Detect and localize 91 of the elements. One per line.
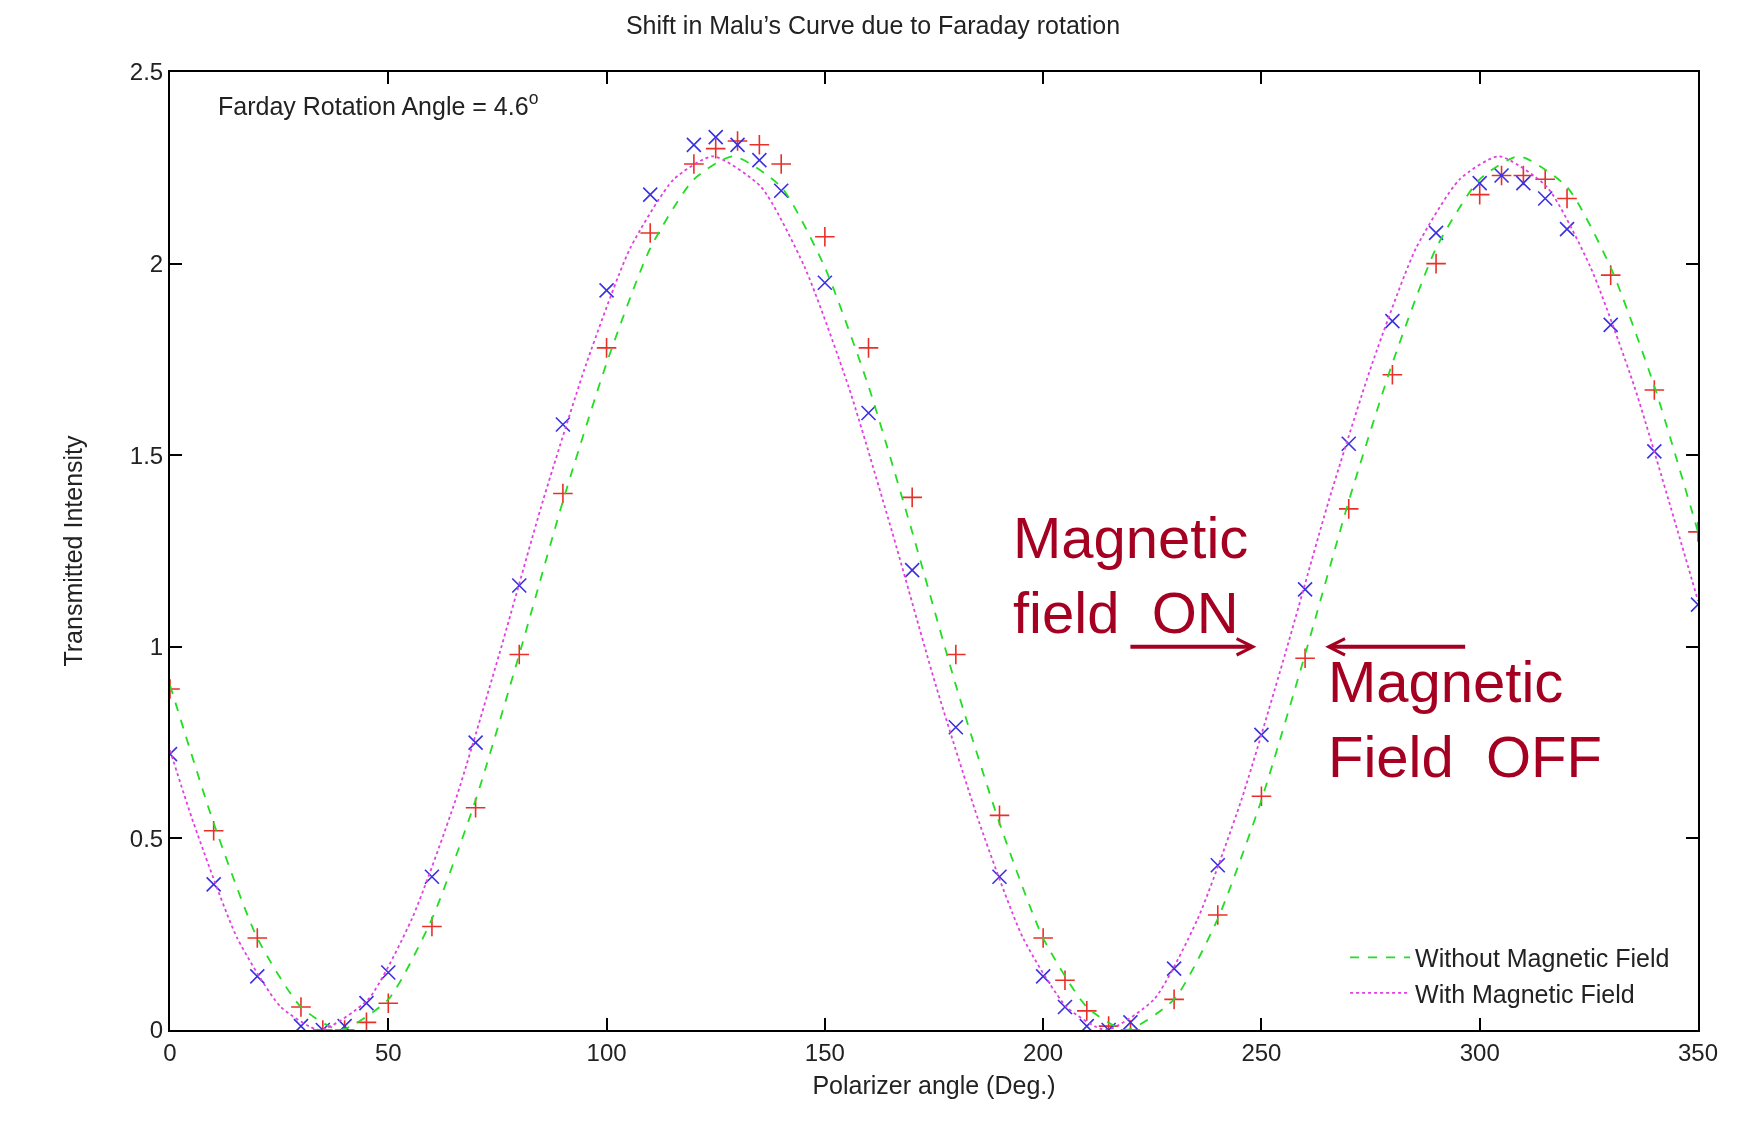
point — [1057, 999, 1073, 1015]
point — [1469, 184, 1491, 206]
point — [1559, 221, 1575, 237]
y-tick-label: 0.5 — [129, 824, 164, 852]
chart-title: Shift in Malu’s Curve due to Faraday rotation — [625, 11, 1121, 40]
point — [595, 337, 618, 359]
point — [707, 129, 724, 145]
point — [817, 274, 833, 291]
point — [424, 868, 440, 885]
point — [1035, 968, 1051, 985]
point — [1163, 988, 1185, 1010]
y-axis-title: Transmitted Intensity — [59, 434, 88, 667]
y-tick-label: 1.5 — [129, 441, 164, 469]
point — [860, 405, 877, 421]
point — [249, 968, 266, 985]
point — [639, 222, 661, 244]
point — [1253, 727, 1270, 743]
x-tick-label: 50 — [374, 1038, 402, 1066]
point — [1294, 647, 1316, 669]
point — [1384, 313, 1401, 329]
point — [901, 486, 923, 508]
point — [729, 137, 746, 153]
point — [751, 152, 768, 168]
point — [1250, 785, 1273, 807]
point — [1032, 927, 1054, 949]
point — [948, 719, 964, 736]
x-tick-label: 250 — [1241, 1038, 1282, 1066]
point — [683, 153, 705, 175]
point — [814, 226, 836, 248]
point — [1600, 264, 1622, 286]
annotation: Magnetic Field OFF — [1328, 649, 1602, 790]
point — [1054, 969, 1076, 991]
point — [726, 130, 749, 152]
point — [203, 820, 225, 842]
point — [598, 282, 615, 299]
point — [511, 577, 528, 594]
point — [1428, 225, 1444, 241]
legend-label: Without Magnetic Field — [1415, 944, 1670, 973]
annotation: Magnetic field ON — [1013, 505, 1249, 646]
point — [1537, 190, 1553, 207]
point — [290, 996, 312, 1018]
point — [1471, 175, 1488, 191]
point — [421, 915, 443, 938]
point — [1166, 960, 1182, 977]
point — [246, 927, 268, 949]
point — [1381, 364, 1403, 386]
x-tick-label: 350 — [1677, 1038, 1719, 1066]
point — [945, 643, 967, 666]
point — [1515, 175, 1532, 191]
point — [1512, 164, 1534, 187]
x-tick-label: 150 — [804, 1038, 845, 1066]
x-axis-title: Polarizer angle (Deg.) — [812, 1071, 1056, 1100]
point — [1207, 904, 1229, 926]
point — [1209, 857, 1226, 874]
point — [555, 416, 571, 433]
y-tick-label: 2 — [149, 250, 164, 277]
point — [1643, 379, 1665, 401]
point — [1297, 581, 1313, 598]
point — [1534, 168, 1556, 190]
point — [857, 337, 880, 359]
point — [380, 964, 397, 981]
legend-label: With Magnetic Field — [1415, 979, 1635, 1008]
point — [552, 482, 574, 505]
x-tick-label: 100 — [586, 1038, 627, 1066]
point — [467, 734, 484, 751]
point — [508, 643, 530, 666]
annotation: Farday Rotation Angle = 4.6$^{o}$ — [218, 88, 539, 120]
point — [705, 138, 727, 160]
point — [1340, 435, 1357, 452]
x-tick-label: 300 — [1459, 1038, 1500, 1066]
line-series — [170, 155, 1698, 1030]
point — [904, 562, 920, 578]
point — [1338, 498, 1360, 520]
point — [748, 134, 770, 156]
y-tick-label: 2.5 — [129, 58, 164, 86]
y-tick-label: 0 — [149, 1016, 164, 1044]
point — [1122, 1014, 1139, 1030]
point — [1076, 1000, 1098, 1022]
point — [686, 137, 702, 153]
point — [205, 876, 222, 893]
x-tick-label: 200 — [1023, 1038, 1064, 1066]
point — [770, 153, 792, 175]
point — [1646, 443, 1663, 460]
point — [1425, 253, 1447, 275]
point — [377, 992, 399, 1014]
point — [991, 868, 1008, 885]
point — [773, 182, 789, 199]
point — [642, 186, 659, 203]
y-tick-label: 1 — [149, 633, 164, 661]
point — [358, 995, 375, 1011]
point — [1602, 317, 1619, 333]
